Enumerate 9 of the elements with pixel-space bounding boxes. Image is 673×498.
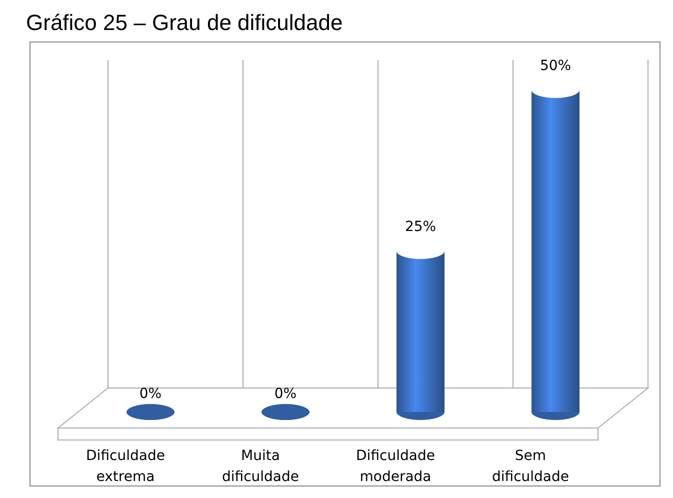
data-label: 25%	[404, 219, 436, 235]
data-label: 50%	[540, 58, 572, 74]
data-label: 0%	[139, 386, 162, 402]
data-label: 0%	[274, 386, 297, 402]
x-tick-label: Sem dificuldade	[492, 448, 570, 485]
chart-title: Gráfico 25 – Grau de dificuldade	[26, 10, 343, 35]
x-tick-label: Dificuldade extrema	[86, 448, 165, 485]
x-tick-label: Dificuldade moderada	[356, 448, 435, 485]
x-tick-label: Muita dificuldade	[222, 448, 300, 485]
